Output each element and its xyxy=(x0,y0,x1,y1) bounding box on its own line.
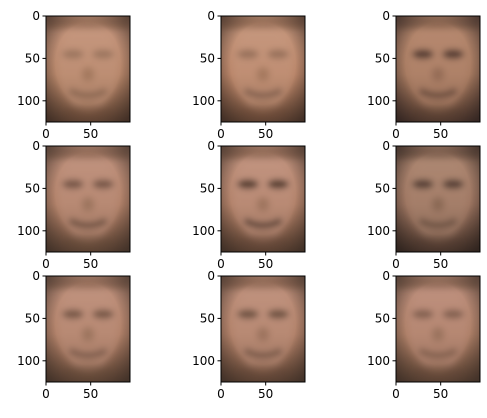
y-tick-label: 50 xyxy=(200,181,215,195)
y-tick-label: 0 xyxy=(32,9,40,23)
y-tick-label: 0 xyxy=(382,9,390,23)
subplot-4: 0 50 100 0 50 xyxy=(17,139,131,271)
y-tick-label: 0 xyxy=(32,139,40,153)
subplot-9: 0 50 100 0 50 xyxy=(367,269,481,401)
subplot-7: 0 50 100 0 50 xyxy=(17,269,131,401)
x-tick-label: 50 xyxy=(258,127,273,141)
subplot-6: 0 50 100 0 50 xyxy=(367,139,481,271)
subplot-1: 0 50 100 0 50 xyxy=(17,9,131,141)
y-tick-label: 50 xyxy=(25,51,40,65)
y-tick-label: 100 xyxy=(17,94,40,108)
axes-frame xyxy=(395,275,481,383)
y-tick-label: 50 xyxy=(375,181,390,195)
x-tick-label: 50 xyxy=(433,387,448,401)
face-image xyxy=(396,276,480,382)
face-image xyxy=(396,16,480,122)
y-tick-label: 50 xyxy=(375,51,390,65)
face-image xyxy=(46,16,130,122)
image-vignette xyxy=(396,276,480,382)
face-image xyxy=(396,146,480,252)
axes-frame xyxy=(45,275,131,383)
axes-frame xyxy=(45,15,131,123)
y-tick-label: 0 xyxy=(207,9,215,23)
x-tick-label: 0 xyxy=(42,257,50,271)
y-tick-label: 50 xyxy=(200,51,215,65)
x-tick-label: 50 xyxy=(433,127,448,141)
y-tick-label: 0 xyxy=(382,269,390,283)
x-tick-label: 0 xyxy=(217,127,225,141)
image-vignette xyxy=(221,146,305,252)
subplot-3: 0 50 100 0 50 xyxy=(367,9,481,141)
face-image xyxy=(221,276,305,382)
y-tick-label: 100 xyxy=(17,354,40,368)
image-vignette xyxy=(396,146,480,252)
x-tick-label: 50 xyxy=(83,387,98,401)
subplot-8: 0 50 100 0 50 xyxy=(192,269,306,401)
y-tick-label: 50 xyxy=(200,311,215,325)
face-image xyxy=(221,146,305,252)
axes-frame xyxy=(45,145,131,253)
y-tick-label: 50 xyxy=(375,311,390,325)
y-tick-label: 50 xyxy=(25,181,40,195)
x-tick-label: 0 xyxy=(217,257,225,271)
x-tick-label: 0 xyxy=(217,387,225,401)
y-tick-label: 100 xyxy=(192,94,215,108)
x-tick-label: 50 xyxy=(258,387,273,401)
x-tick-label: 50 xyxy=(83,127,98,141)
y-tick-label: 50 xyxy=(25,311,40,325)
image-vignette xyxy=(221,276,305,382)
axes-frame xyxy=(220,275,306,383)
y-tick-label: 0 xyxy=(32,269,40,283)
x-tick-label: 0 xyxy=(42,127,50,141)
image-vignette xyxy=(46,276,130,382)
axes-frame xyxy=(220,145,306,253)
face-image xyxy=(46,146,130,252)
x-tick-label: 0 xyxy=(392,127,400,141)
face-image xyxy=(221,16,305,122)
image-vignette xyxy=(46,16,130,122)
x-tick-label: 50 xyxy=(83,257,98,271)
x-tick-label: 50 xyxy=(433,257,448,271)
image-vignette xyxy=(396,16,480,122)
y-tick-label: 100 xyxy=(192,354,215,368)
face-image xyxy=(46,276,130,382)
x-tick-label: 50 xyxy=(258,257,273,271)
y-tick-label: 100 xyxy=(367,94,390,108)
y-tick-label: 100 xyxy=(17,224,40,238)
image-vignette xyxy=(46,146,130,252)
axes-frame xyxy=(395,145,481,253)
y-tick-label: 100 xyxy=(367,354,390,368)
image-vignette xyxy=(221,16,305,122)
subplot-2: 0 50 100 0 50 xyxy=(192,9,306,141)
x-tick-label: 0 xyxy=(392,387,400,401)
y-tick-label: 0 xyxy=(382,139,390,153)
x-tick-label: 0 xyxy=(392,257,400,271)
subplot-5: 0 50 100 0 50 xyxy=(192,139,306,271)
y-tick-label: 100 xyxy=(367,224,390,238)
axes-frame xyxy=(220,15,306,123)
y-tick-label: 0 xyxy=(207,139,215,153)
y-tick-label: 0 xyxy=(207,269,215,283)
axes-frame xyxy=(395,15,481,123)
x-tick-label: 0 xyxy=(42,387,50,401)
y-tick-label: 100 xyxy=(192,224,215,238)
